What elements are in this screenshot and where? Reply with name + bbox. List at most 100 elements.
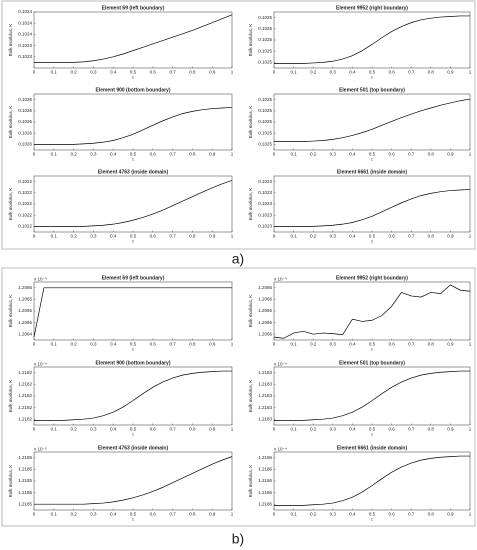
x-tick-label: 0.3 bbox=[90, 70, 97, 75]
x-tick-label: 0.7 bbox=[408, 234, 415, 239]
y-tick-label: 0.1024 bbox=[18, 20, 32, 25]
x-tick-label: 0.2 bbox=[70, 512, 77, 517]
x-tick-label: 0.6 bbox=[150, 427, 157, 432]
x-tick-label: 0.8 bbox=[189, 234, 196, 239]
panel-label: a) bbox=[232, 251, 244, 267]
x-axis-label: t bbox=[371, 432, 373, 437]
x-tick-label: 0.6 bbox=[388, 70, 395, 75]
y-multiplier: x 10⁻⁴ bbox=[34, 362, 47, 367]
y-tick-label: 1.2182 bbox=[18, 370, 32, 375]
y-tick-label: 0.1025 bbox=[258, 108, 272, 113]
x-tick-label: 0.2 bbox=[70, 234, 77, 239]
y-tick-label: 0.1025 bbox=[258, 142, 272, 147]
x-tick-label: 0.3 bbox=[330, 342, 337, 347]
axes-box bbox=[33, 366, 233, 426]
y-tick-label: 0.1023 bbox=[258, 224, 272, 229]
x-tick-label: 0.2 bbox=[310, 427, 317, 432]
y-tick-label: 1.2065 bbox=[18, 320, 32, 325]
x-tick-label: 0.3 bbox=[90, 152, 97, 157]
x-tick-label: 1 bbox=[231, 152, 234, 157]
y-tick-label: 0.1025 bbox=[258, 60, 272, 65]
x-tick-label: 0.6 bbox=[150, 512, 157, 517]
x-tick-label: 0.8 bbox=[189, 427, 196, 432]
y-multiplier: x 10⁻⁴ bbox=[274, 362, 287, 367]
x-tick-label: 0.8 bbox=[189, 70, 196, 75]
x-tick-label: 0.1 bbox=[51, 342, 58, 347]
y-tick-label: 1.2186 bbox=[258, 467, 272, 472]
x-tick-label: 0.5 bbox=[369, 152, 376, 157]
x-tick-label: 0.4 bbox=[349, 152, 356, 157]
x-tick-label: 0 bbox=[273, 342, 276, 347]
y-tick-label: 1.2065 bbox=[18, 308, 32, 313]
chart-title: Element 6661 (inside domain) bbox=[337, 445, 408, 451]
x-tick-label: 0.8 bbox=[189, 342, 196, 347]
x-tick-label: 0.9 bbox=[447, 512, 454, 517]
x-tick-label: 0.7 bbox=[169, 342, 176, 347]
x-tick-label: 0.7 bbox=[408, 152, 415, 157]
x-tick-label: 0 bbox=[273, 427, 276, 432]
axes-box bbox=[33, 11, 233, 69]
x-tick-label: 0.1 bbox=[290, 234, 297, 239]
y-tick-label: 1.2064 bbox=[18, 331, 32, 336]
y-tick-label: 0.1022 bbox=[18, 212, 32, 217]
x-tick-label: 0.6 bbox=[388, 427, 395, 432]
x-tick-label: 0.3 bbox=[90, 234, 97, 239]
x-tick-label: 0 bbox=[273, 234, 276, 239]
x-axis-label: t bbox=[371, 239, 373, 244]
x-tick-label: 1 bbox=[469, 234, 472, 239]
x-tick-label: 0.9 bbox=[447, 342, 454, 347]
x-tick-label: 0.4 bbox=[349, 342, 356, 347]
y-axis-label: Bulk modulus, K bbox=[8, 24, 13, 57]
axes-box bbox=[33, 175, 233, 233]
data-line bbox=[34, 107, 233, 145]
x-tick-label: 0 bbox=[33, 152, 36, 157]
y-multiplier: x 10⁻⁵ bbox=[34, 447, 47, 452]
y-tick-label: 0.1022 bbox=[18, 224, 32, 229]
y-axis-label: Bulk modulus, K bbox=[8, 188, 13, 221]
x-tick-label: 0.3 bbox=[330, 70, 337, 75]
chart-title: Element 4763 (inside domain) bbox=[98, 445, 169, 451]
y-tick-label: 0.1022 bbox=[18, 201, 32, 206]
chart-title: Element 69 (left boundary) bbox=[102, 275, 165, 281]
y-axis-label: Bulk modulus, K bbox=[248, 188, 253, 221]
x-tick-label: 0 bbox=[33, 427, 36, 432]
y-tick-label: 0.1023 bbox=[258, 201, 272, 206]
y-tick-label: 1.2183 bbox=[258, 405, 272, 410]
y-tick-label: 1.2186 bbox=[258, 490, 272, 495]
x-axis-label: t bbox=[371, 75, 373, 80]
x-tick-label: 0.4 bbox=[349, 512, 356, 517]
x-tick-label: 0.9 bbox=[209, 512, 216, 517]
axes-box bbox=[273, 93, 471, 151]
x-tick-label: 0.2 bbox=[310, 70, 317, 75]
y-tick-label: 0.1022 bbox=[18, 190, 32, 195]
axes-box bbox=[273, 175, 471, 233]
x-tick-label: 0.7 bbox=[408, 342, 415, 347]
x-tick-label: 1 bbox=[469, 512, 472, 517]
x-axis-label: t bbox=[132, 239, 134, 244]
axes-box bbox=[273, 451, 471, 511]
y-tick-label: 1.2186 bbox=[258, 455, 272, 460]
y-tick-label: 1.2182 bbox=[18, 382, 32, 387]
x-tick-label: 0.4 bbox=[349, 427, 356, 432]
chart-title: Element 6661 (inside domain) bbox=[337, 169, 408, 175]
x-tick-label: 1 bbox=[469, 70, 472, 75]
x-tick-label: 0.2 bbox=[310, 152, 317, 157]
y-tick-label: 1.2065 bbox=[18, 297, 32, 302]
x-tick-label: 0.4 bbox=[110, 152, 117, 157]
axes-box bbox=[33, 451, 233, 511]
data-line bbox=[274, 455, 470, 506]
y-tick-label: 1.2066 bbox=[258, 320, 272, 325]
x-tick-label: 0.6 bbox=[150, 234, 157, 239]
x-tick-label: 0.6 bbox=[388, 342, 395, 347]
x-tick-label: 0.4 bbox=[110, 512, 117, 517]
x-tick-label: 0.4 bbox=[110, 342, 117, 347]
x-tick-label: 0.3 bbox=[330, 152, 337, 157]
y-axis-label: Bulk modulus, K bbox=[8, 380, 13, 413]
y-axis-label: Bulk modulus, K bbox=[8, 106, 13, 139]
y-tick-label: 0.1025 bbox=[258, 97, 272, 102]
x-tick-label: 0.8 bbox=[428, 234, 435, 239]
x-tick-label: 1 bbox=[231, 512, 234, 517]
x-tick-label: 0.6 bbox=[388, 234, 395, 239]
x-tick-label: 0 bbox=[273, 70, 276, 75]
x-tick-label: 0.7 bbox=[169, 512, 176, 517]
